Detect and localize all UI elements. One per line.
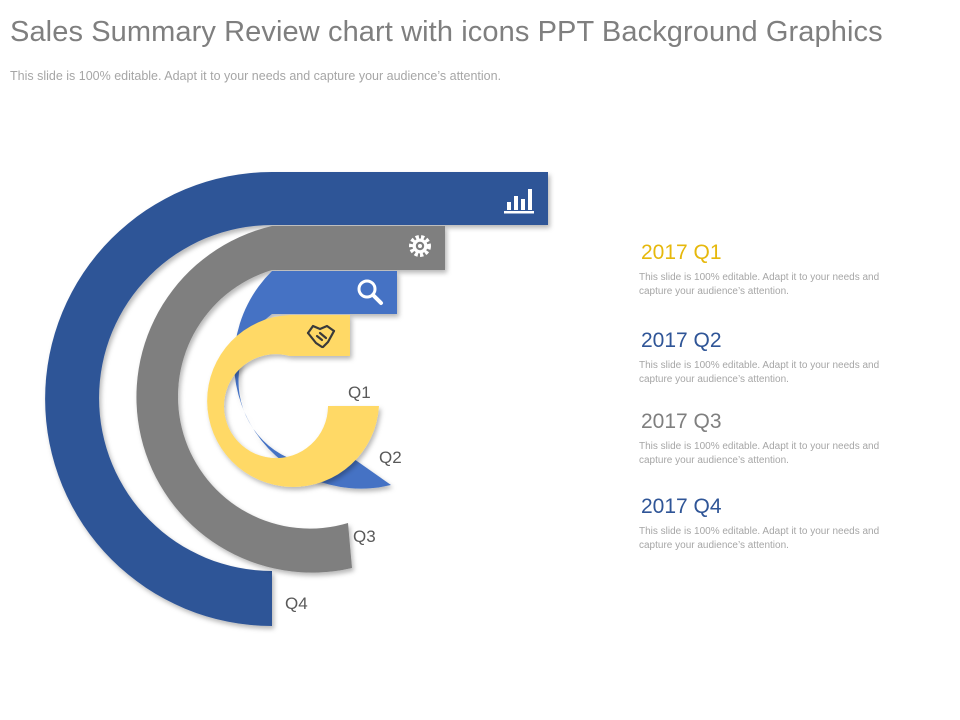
handshake-icon xyxy=(306,324,336,349)
page-title: Sales Summary Review chart with icons PP… xyxy=(10,16,883,48)
legend-item-q3: 2017 Q3 This slide is 100% editable. Ada… xyxy=(639,410,909,467)
gear-icon xyxy=(409,235,431,257)
ring-q2 xyxy=(234,271,397,489)
ring-label-q2: Q2 xyxy=(379,448,402,467)
page-subtitle: This slide is 100% editable. Adapt it to… xyxy=(10,69,502,83)
legend-heading-q2: 2017 Q2 xyxy=(641,329,722,352)
ring-q2-band xyxy=(234,271,397,489)
ring-q1 xyxy=(207,315,379,487)
ring-q3 xyxy=(136,226,445,573)
ring-q4 xyxy=(45,172,549,626)
legend-heading-q1: 2017 Q1 xyxy=(641,241,722,264)
legend-heading-q4: 2017 Q4 xyxy=(641,495,722,518)
ring-label-q1: Q1 xyxy=(348,383,371,402)
ring-q1-band xyxy=(207,315,379,487)
legend-item-q4: 2017 Q4 This slide is 100% editable. Ada… xyxy=(639,495,909,552)
legend-text-q1: This slide is 100% editable. Adapt it to… xyxy=(639,272,880,297)
legend-text-q2: This slide is 100% editable. Adapt it to… xyxy=(639,360,880,385)
legend-text-q3: This slide is 100% editable. Adapt it to… xyxy=(639,441,880,466)
bar-chart-icon xyxy=(504,189,534,214)
ring-label-q4: Q4 xyxy=(285,594,308,613)
search-icon xyxy=(357,279,383,305)
legend-heading-q3: 2017 Q3 xyxy=(641,410,722,433)
ring-q4-band xyxy=(45,172,549,626)
legend-item-q1: 2017 Q1 This slide is 100% editable. Ada… xyxy=(639,241,909,298)
ring-label-q3: Q3 xyxy=(353,527,376,546)
legend-item-q2: 2017 Q2 This slide is 100% editable. Ada… xyxy=(639,329,909,386)
ring-q3-band xyxy=(136,226,445,573)
legend-text-q4: This slide is 100% editable. Adapt it to… xyxy=(639,526,880,551)
